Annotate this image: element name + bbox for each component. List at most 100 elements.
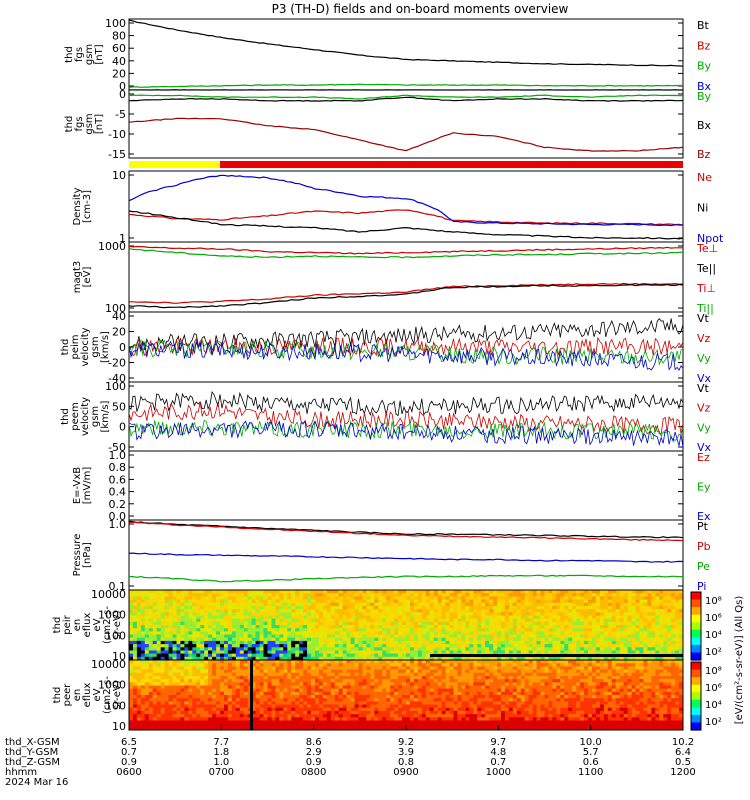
spectrogram-cell: [588, 644, 593, 648]
spectrogram-cell: [255, 688, 261, 693]
spectrogram-cell: [168, 590, 174, 594]
spectrogram-cell: [311, 669, 316, 674]
spectrogram-cell: [497, 590, 502, 594]
spectrogram-cell: [433, 644, 439, 648]
spectrogram-cell: [548, 644, 553, 648]
spectrogram-cell: [220, 723, 225, 728]
spectrogram-cell: [485, 615, 490, 620]
spectrogram-cell: [180, 593, 185, 597]
spectrogram-cell: [326, 644, 332, 648]
spectrogram-cell: [192, 701, 197, 706]
spectrogram-cell: [192, 675, 197, 680]
spectrogram-cell: [326, 631, 332, 636]
spectrogram-cell: [156, 720, 162, 725]
spectrogram-cell: [152, 717, 158, 721]
spectrogram-cell: [315, 720, 320, 725]
spectrogram-cell: [156, 605, 162, 610]
spectrogram-cell: [287, 590, 292, 594]
spectrogram-cell: [421, 717, 427, 721]
spectrogram-cell: [398, 704, 403, 709]
spectrogram-cell: [326, 695, 332, 699]
y-axis-label-line: gsm: [84, 113, 95, 134]
spectrogram-cell: [576, 590, 581, 594]
spectrogram-cell: [322, 634, 328, 639]
spectrogram-cell: [457, 640, 462, 645]
spectrogram-cell: [204, 675, 209, 680]
spectrogram-cell: [192, 628, 197, 632]
spectrogram-cell: [136, 647, 142, 651]
spectrogram-cell: [457, 605, 462, 610]
spectrogram-cell: [595, 621, 601, 626]
spectrogram-cell: [623, 593, 629, 597]
spectrogram-cell: [370, 647, 375, 651]
spectrogram-cell: [227, 621, 233, 626]
spectrogram-cell: [315, 698, 320, 702]
spectrogram-cell: [311, 688, 316, 693]
spectrogram-cell: [354, 596, 360, 601]
spectrogram-cell: [318, 701, 324, 706]
spectrogram-cell: [382, 653, 387, 658]
spectrogram-cell: [224, 723, 229, 728]
spectrogram-cell: [417, 599, 423, 604]
spectrogram-cell: [338, 631, 344, 636]
spectrogram-cell: [192, 666, 197, 671]
spectrogram-cell: [410, 596, 415, 601]
spectrogram-cell: [394, 695, 399, 699]
spectrogram-cell: [129, 621, 134, 626]
spectrogram-cell: [370, 631, 375, 636]
spectrogram-cell: [275, 685, 280, 690]
spectrogram-cell: [247, 653, 253, 658]
spectrogram-cell: [239, 621, 245, 626]
spectrogram-cell: [208, 666, 213, 671]
spectrogram-cell: [275, 672, 280, 677]
spectrogram-cell: [291, 590, 296, 594]
spectrogram-cell: [303, 656, 308, 661]
spectrogram-cell: [398, 599, 403, 604]
spectrogram-cell: [390, 682, 395, 686]
spectrogram-cell: [417, 605, 423, 610]
spectrogram-cell: [342, 605, 348, 610]
spectrogram-cell: [338, 704, 344, 709]
spectrogram-cell: [243, 605, 249, 610]
spectrogram-cell: [140, 599, 146, 604]
spectrogram-cell: [303, 602, 308, 607]
spectrogram-cell: [160, 590, 166, 594]
spectrogram-cell: [259, 653, 265, 658]
spectrogram-cell: [315, 710, 320, 715]
spectrogram-cell: [212, 621, 217, 626]
spectrogram-cell: [216, 634, 221, 639]
spectrogram-cell: [485, 644, 490, 648]
spectrogram-cell: [243, 596, 249, 601]
spectrogram-cell: [322, 704, 328, 709]
spectrogram-cell: [354, 644, 360, 648]
spectrogram-cell: [311, 656, 316, 661]
spectrogram-cell: [453, 634, 458, 639]
spectrogram-cell: [303, 704, 308, 709]
spectrogram-cell: [315, 675, 320, 680]
spectrogram-cell: [196, 637, 201, 642]
spectrogram-cell: [227, 615, 233, 620]
spectrogram-cell: [204, 726, 209, 731]
spectrogram-cell: [330, 602, 336, 607]
spectrogram-cell: [643, 602, 648, 607]
spectrogram-cell: [180, 650, 185, 655]
spectrogram-cell: [390, 653, 395, 658]
spectrogram-cell: [413, 605, 419, 610]
spectrogram-cell: [453, 596, 458, 601]
spectrogram-cell: [220, 663, 225, 667]
spectrogram-cell: [315, 723, 320, 728]
spectrogram-cell: [406, 688, 411, 693]
spectrogram-cell: [224, 612, 229, 616]
spectrogram-cell: [180, 653, 185, 658]
spectrogram-cell: [129, 688, 134, 693]
spectrogram-cell: [619, 612, 625, 616]
spectrogram-cell: [667, 637, 672, 642]
spectrogram-cell: [390, 650, 395, 655]
spectrogram-cell: [216, 723, 221, 728]
spectrogram-cell: [251, 707, 257, 712]
spectrogram-cell: [445, 621, 451, 626]
spectrogram-cell: [263, 590, 268, 594]
spectrogram-cell: [453, 609, 458, 613]
spectrogram-cell: [326, 618, 332, 623]
spectrogram-cell: [311, 717, 316, 721]
